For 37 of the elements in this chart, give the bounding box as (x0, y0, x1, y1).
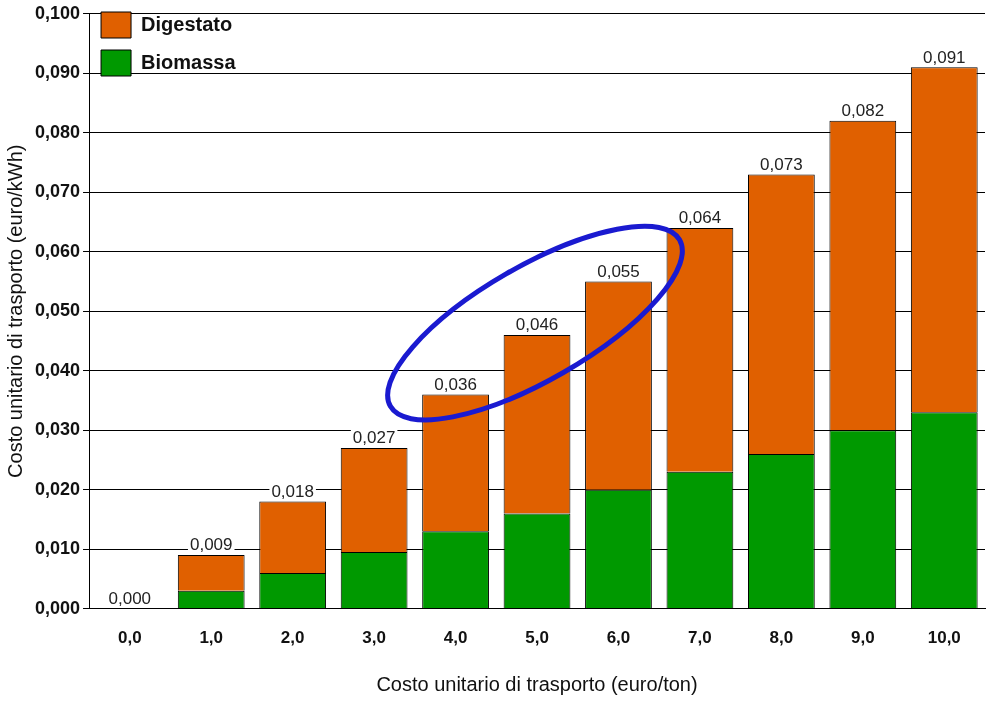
y-tick-label: 0,090 (35, 62, 81, 83)
total-label: 0,064 (678, 208, 722, 228)
x-tick-label: 9,0 (851, 628, 875, 648)
y-tick-label: 0,010 (35, 538, 81, 559)
x-tick-label: 10,0 (927, 628, 961, 648)
x-tick-label: 1,0 (199, 628, 224, 648)
x-tick-label: 4,0 (443, 628, 468, 648)
total-label: 0,018 (271, 481, 314, 501)
total-label: 0,055 (597, 261, 640, 281)
x-tick-label: 3,0 (362, 628, 386, 648)
y-tick-label: 0,000 (35, 597, 81, 618)
y-tick-label: 0,050 (35, 300, 81, 321)
total-label: 0,036 (434, 374, 477, 394)
y-tick-label: 0,070 (35, 181, 81, 202)
total-label: 0,009 (189, 535, 233, 555)
y-tick-label: 0,030 (35, 419, 81, 440)
total-label: 0,091 (923, 47, 966, 67)
y-tick-label: 0,020 (35, 478, 81, 499)
total-label: 0,046 (515, 315, 559, 335)
x-tick-label: 8,0 (769, 628, 794, 648)
total-label: 0,000 (108, 588, 152, 608)
x-tick-label: 7,0 (688, 628, 712, 648)
y-tick-label: 0,080 (35, 121, 81, 142)
y-tick-label: 0,100 (35, 2, 81, 23)
y-tick-label: 0,040 (35, 359, 81, 380)
x-tick-label: 5,0 (525, 628, 549, 648)
x-tick-label: 2,0 (280, 628, 305, 648)
x-tick-label: 6,0 (606, 628, 631, 648)
total-label: 0,073 (760, 154, 803, 174)
y-tick-label: 0,060 (35, 240, 81, 261)
y-axis-title: Costo unitario di trasporto (euro/kWh) (3, 144, 26, 478)
x-tick-label: 0,0 (117, 628, 142, 648)
total-label: 0,027 (352, 428, 396, 448)
legend-label: Biomassa (141, 50, 237, 73)
legend-label: Digestato (141, 12, 233, 35)
total-label: 0,082 (841, 101, 885, 121)
x-axis-title: Costo unitario di trasporto (euro/ton) (376, 672, 698, 695)
